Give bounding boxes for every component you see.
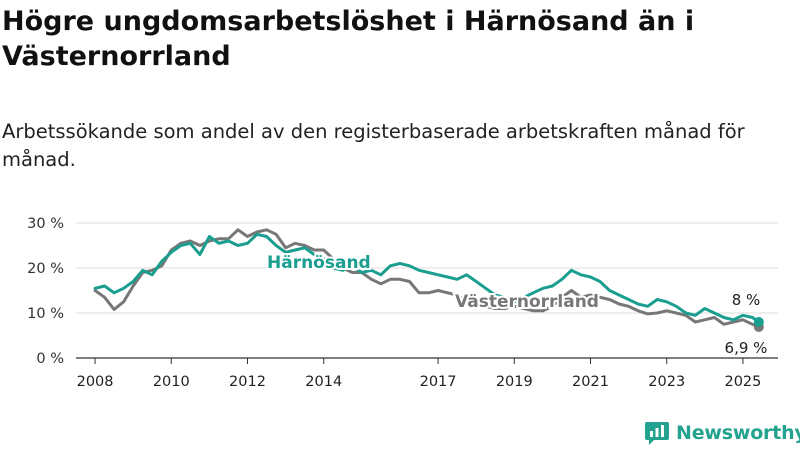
y-tick-label: 30 %: [27, 216, 64, 232]
series-name-label: Härnösand: [267, 253, 371, 273]
y-tick-label: 20 %: [27, 261, 64, 277]
brand: Newsworthy: [644, 420, 800, 446]
x-tick-label: 2008: [77, 374, 114, 390]
x-tick-label: 2023: [648, 374, 685, 390]
chart-subtitle: Arbetssökande som andel av den registerb…: [2, 120, 745, 171]
y-tick-label: 10 %: [27, 306, 64, 322]
x-tick-label: 2012: [229, 374, 266, 390]
series-lines: [93, 228, 764, 332]
series-line: [93, 228, 761, 329]
x-tick-label: 2017: [420, 374, 457, 390]
x-axis: 2008 2010 2012 2014 2017 2019 2021 2023 2025: [76, 357, 778, 390]
series-end-point: [753, 317, 764, 327]
x-tick-label: 2010: [153, 374, 190, 390]
series-name-label: Västernorrland: [455, 292, 599, 312]
brand-name: Newsworthy: [676, 422, 800, 444]
series-line: [93, 232, 761, 324]
x-tick-label: 2014: [305, 374, 342, 390]
chart-title: Högre ungdomsarbetslöshet i Härnösand än…: [2, 6, 695, 72]
x-tick-label: 2021: [572, 374, 609, 390]
y-axis: 0 % 10 % 20 % 30 %: [27, 216, 64, 367]
y-tick-label: 0 %: [36, 351, 64, 367]
grid: [76, 222, 778, 314]
x-tick-label: 2025: [724, 374, 761, 390]
end-value-label: 8 %: [732, 291, 761, 309]
series-labels: Härnösand Västernorrland 8 % 6,9 %: [265, 251, 768, 357]
x-tick-label: 2019: [496, 374, 533, 390]
end-value-label: 6,9 %: [725, 339, 768, 357]
newsworthy-logo-icon: [645, 422, 669, 445]
